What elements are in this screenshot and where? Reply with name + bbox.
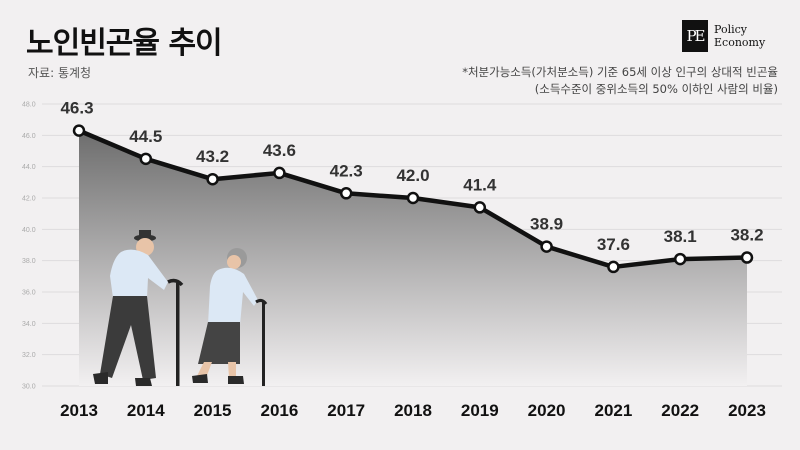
y-tick-label: 40.0 (22, 227, 36, 234)
x-tick-label: 2013 (60, 401, 98, 420)
data-points (72, 124, 754, 274)
data-point (139, 152, 153, 166)
data-label: 38.9 (530, 215, 563, 234)
y-tick-label: 38.0 (22, 258, 36, 265)
y-tick-label: 44.0 (22, 164, 36, 171)
data-point (740, 251, 754, 264)
policy-economy-logo: PE Policy Economy (682, 20, 765, 52)
x-tick-label: 2016 (260, 401, 298, 420)
data-label: 46.3 (60, 99, 93, 118)
data-point (206, 172, 219, 186)
data-point (339, 187, 353, 200)
y-tick-label: 32.0 (22, 352, 36, 359)
data-label: 42.3 (330, 161, 363, 180)
x-tick-label: 2018 (394, 401, 432, 420)
data-label: 44.5 (129, 127, 162, 146)
x-tick-label: 2021 (594, 401, 632, 420)
y-tick-label: 34.0 (22, 321, 36, 328)
x-tick-label: 2019 (461, 401, 499, 420)
y-tick-label: 36.0 (22, 290, 36, 297)
data-point (473, 201, 487, 214)
data-point (673, 252, 687, 266)
logo-text-line1: Policy (714, 23, 747, 36)
x-tick-label: 2015 (194, 401, 232, 420)
chart-title: 노인빈곤율 추이 (26, 26, 223, 61)
data-point (72, 124, 86, 137)
data-label: 38.1 (664, 227, 697, 246)
data-label: 43.6 (263, 141, 296, 160)
footnote-line1: *처분가능소득(가처분소득) 기준 65세 이상 인구의 상대적 빈곤율 (462, 65, 778, 79)
logo-text: Policy Economy (714, 23, 765, 49)
x-tick-label: 2017 (327, 401, 365, 420)
x-tick-label: 2020 (528, 401, 566, 420)
y-tick-label: 42.0 (22, 196, 36, 203)
x-tick-label: 2014 (127, 401, 165, 420)
x-axis: 2013 2014 2015 2016 2017 2018 2019 2020 2021 2022… (60, 401, 766, 420)
y-tick-label: 46.0 (22, 133, 36, 140)
data-label: 43.2 (196, 147, 229, 166)
footnote-line2: (소득수준이 중위소득의 50% 이하인 사람의 비율) (534, 82, 778, 96)
data-point (406, 191, 420, 205)
y-tick-label: 48.0 (22, 102, 36, 109)
data-label: 42.0 (396, 166, 429, 185)
data-point (607, 260, 620, 274)
data-labels: 46.3 44.5 43.2 43.6 42.3 42.0 41.4 38.9 37.6 38.1… (60, 99, 763, 254)
x-tick-label: 2023 (728, 401, 766, 420)
footnote: *처분가능소득(가처분소득) 기준 65세 이상 인구의 상대적 빈곤율 (소득… (462, 64, 778, 98)
source-label: 자료: 통계청 (28, 66, 92, 80)
y-axis: 30.0 32.0 34.0 36.0 38.0 40.0 42.0 44.0 46.0 48.0 (22, 102, 36, 391)
data-point (273, 166, 286, 180)
area-fill (79, 130, 747, 386)
elderly-couple-with-canes-icon (93, 230, 268, 386)
x-tick-label: 2022 (661, 401, 699, 420)
data-point (540, 240, 553, 253)
logo-mark: PE (682, 20, 708, 52)
y-tick-label: 30.0 (22, 384, 36, 391)
data-label: 41.4 (463, 175, 497, 194)
data-label: 37.6 (597, 235, 630, 254)
data-label: 38.2 (730, 226, 763, 245)
logo-text-line2: Economy (714, 36, 766, 49)
